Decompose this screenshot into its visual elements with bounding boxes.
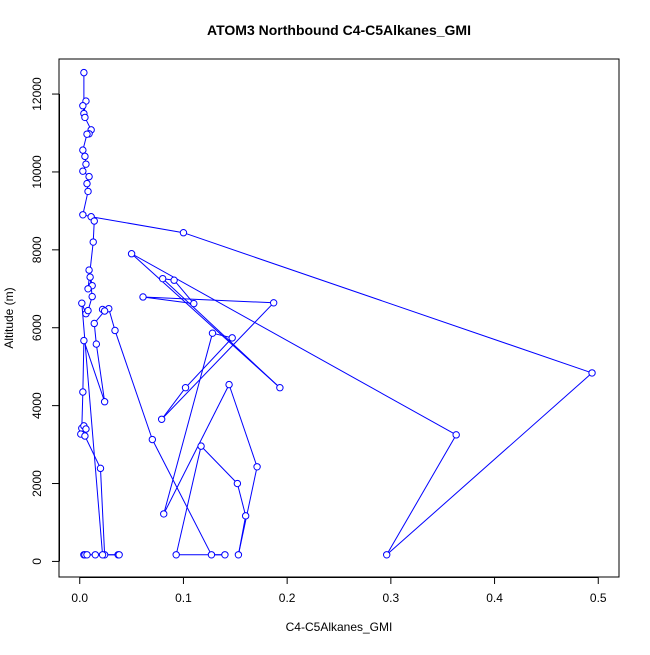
data-point	[161, 511, 167, 517]
data-point	[83, 426, 89, 432]
data-point	[91, 218, 97, 224]
data-point	[208, 552, 214, 558]
y-tick-label: 6000	[30, 314, 44, 341]
data-point	[182, 385, 188, 391]
x-tick-label: 0.2	[279, 591, 296, 605]
chart-title: ATOM3 Northbound C4-C5Alkanes_GMI	[207, 22, 471, 38]
data-point	[99, 552, 105, 558]
y-tick-label: 12000	[30, 77, 44, 111]
y-tick-label: 2000	[30, 470, 44, 497]
data-point	[82, 114, 88, 120]
data-point	[80, 212, 86, 218]
y-tick-label: 0	[30, 558, 44, 565]
data-point	[149, 436, 155, 442]
data-point	[84, 131, 90, 137]
data-point	[128, 251, 134, 257]
data-point	[80, 147, 86, 153]
y-axis-label: Altitude (m)	[2, 287, 16, 348]
data-point	[254, 464, 260, 470]
data-point	[277, 385, 283, 391]
data-point	[112, 327, 118, 333]
data-point	[384, 552, 390, 558]
data-point	[234, 480, 240, 486]
data-point	[229, 335, 235, 341]
data-point	[85, 307, 91, 313]
data-point	[86, 173, 92, 179]
x-tick-label: 0.0	[71, 591, 88, 605]
data-point	[242, 513, 248, 519]
x-tick-label: 0.3	[383, 591, 400, 605]
data-point	[81, 69, 87, 75]
data-point	[82, 433, 88, 439]
data-point	[235, 552, 241, 558]
data-point	[140, 294, 146, 300]
x-axis-label: C4-C5Alkanes_GMI	[286, 620, 393, 634]
data-point	[198, 443, 204, 449]
y-tick-label: 10000	[30, 155, 44, 189]
y-tick-label: 4000	[30, 392, 44, 419]
data-point	[180, 230, 186, 236]
x-tick-label: 0.4	[486, 591, 503, 605]
data-point	[92, 552, 98, 558]
data-point	[85, 286, 91, 292]
data-point	[85, 188, 91, 194]
data-point	[89, 293, 95, 299]
data-point	[270, 300, 276, 306]
data-point	[93, 341, 99, 347]
data-point	[173, 552, 179, 558]
data-point	[101, 308, 107, 314]
data-point	[226, 381, 232, 387]
data-point	[80, 389, 86, 395]
data-point	[86, 267, 92, 273]
data-point	[84, 180, 90, 186]
data-point	[91, 320, 97, 326]
data-point	[222, 552, 228, 558]
x-tick-label: 0.1	[175, 591, 192, 605]
data-point	[81, 337, 87, 343]
x-tick-label: 0.5	[590, 591, 607, 605]
data-point	[116, 552, 122, 558]
y-tick-label: 8000	[30, 236, 44, 263]
data-point	[101, 399, 107, 405]
data-point	[589, 370, 595, 376]
data-point	[160, 275, 166, 281]
data-point	[158, 416, 164, 422]
data-point	[80, 103, 86, 109]
data-point	[90, 239, 96, 245]
data-point	[209, 330, 215, 336]
data-point	[171, 277, 177, 283]
data-point	[97, 465, 103, 471]
data-point	[79, 300, 85, 306]
data-point	[80, 168, 86, 174]
data-point	[82, 153, 88, 159]
data-point	[83, 161, 89, 167]
data-point	[84, 552, 90, 558]
data-point	[191, 300, 197, 306]
data-point	[453, 432, 459, 438]
data-point	[87, 274, 93, 280]
